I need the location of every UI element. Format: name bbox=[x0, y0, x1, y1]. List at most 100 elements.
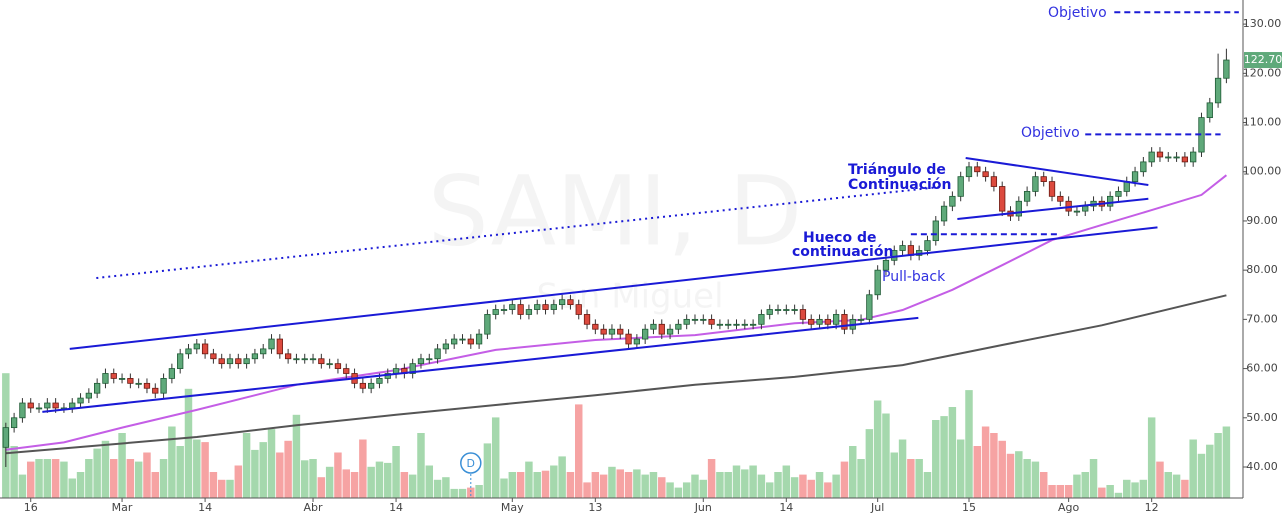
candle-body bbox=[1073, 210, 1081, 213]
volume-bar bbox=[707, 459, 716, 498]
candle-body bbox=[10, 417, 18, 429]
candle-body bbox=[700, 318, 707, 321]
candle-body bbox=[177, 353, 184, 369]
trend-line bbox=[965, 156, 1149, 187]
volume-bar bbox=[832, 474, 840, 498]
volume-bar bbox=[550, 465, 558, 498]
y-tick-label: 120.00 bbox=[1243, 66, 1282, 79]
x-tick-label: 16 bbox=[24, 501, 38, 514]
candle-body bbox=[683, 318, 690, 325]
candle-body bbox=[318, 358, 325, 365]
candle-body bbox=[1015, 200, 1022, 217]
moving-average bbox=[5, 174, 1228, 451]
volume-bar bbox=[915, 459, 923, 498]
volume-bar bbox=[193, 439, 201, 498]
candle-body bbox=[409, 363, 416, 374]
candle-body bbox=[1040, 176, 1047, 182]
volume-bar bbox=[143, 452, 151, 498]
candle-body bbox=[201, 343, 209, 355]
candle-body bbox=[633, 338, 641, 345]
volume-bar bbox=[93, 448, 101, 498]
x-tick-label: 14 bbox=[389, 501, 403, 514]
candle-body bbox=[1223, 59, 1230, 79]
volume-bar bbox=[159, 459, 168, 498]
volume-bar bbox=[300, 460, 309, 498]
volume-bar bbox=[649, 472, 658, 498]
candle-body bbox=[276, 338, 283, 355]
candle-body bbox=[484, 314, 491, 335]
volume-bar bbox=[691, 474, 699, 498]
annotation: Objetivo bbox=[1021, 125, 1080, 141]
candle-body bbox=[691, 318, 699, 321]
volume-bar bbox=[384, 462, 392, 498]
annotation: Hueco de bbox=[803, 230, 877, 246]
volume-bar bbox=[674, 487, 683, 498]
candle-body bbox=[284, 353, 292, 360]
volume-bar bbox=[325, 466, 334, 498]
volume-bar bbox=[799, 474, 807, 498]
candle-body bbox=[251, 353, 259, 360]
candle-body bbox=[218, 358, 225, 365]
candle-body bbox=[882, 259, 890, 271]
candle-body bbox=[226, 358, 234, 365]
trend-line bbox=[69, 226, 1158, 350]
y-tick-label: 130.00 bbox=[1243, 17, 1282, 30]
volume-bar bbox=[267, 429, 276, 498]
candle-body bbox=[260, 348, 267, 355]
volume-bar bbox=[981, 426, 990, 498]
volume-bar bbox=[43, 459, 52, 498]
candle-body bbox=[334, 363, 342, 369]
volume-bar bbox=[765, 482, 774, 498]
candle-body bbox=[957, 176, 964, 197]
candle-body bbox=[376, 378, 383, 384]
candle-body bbox=[791, 309, 798, 311]
volume-bar bbox=[1039, 472, 1048, 498]
volume-bar bbox=[1048, 485, 1056, 498]
volume-bar bbox=[1106, 485, 1114, 498]
volume-bar bbox=[824, 482, 832, 498]
volume-bar bbox=[1197, 453, 1206, 498]
volume-bar bbox=[76, 472, 85, 498]
volume-bar bbox=[807, 479, 815, 498]
candle-body bbox=[1206, 102, 1213, 119]
volume-bar bbox=[782, 465, 791, 498]
volume-bar bbox=[359, 439, 367, 498]
candle-body bbox=[949, 195, 956, 207]
volume-bar bbox=[658, 477, 666, 498]
volume-bar bbox=[732, 465, 741, 498]
candle-body bbox=[210, 353, 217, 360]
candle-body bbox=[600, 328, 607, 335]
candle-body bbox=[509, 304, 516, 310]
price-label-bg bbox=[1244, 52, 1282, 69]
candle-body bbox=[808, 318, 815, 325]
candle-body bbox=[940, 205, 948, 222]
y-tick-label: 50.00 bbox=[1246, 411, 1278, 424]
candle-body bbox=[243, 358, 250, 365]
candle-body bbox=[534, 304, 541, 310]
candle-body bbox=[891, 250, 898, 261]
candle-body bbox=[1115, 191, 1122, 197]
dividend-marker bbox=[460, 452, 482, 474]
volume-bar bbox=[276, 452, 284, 498]
volume-bar bbox=[741, 469, 749, 498]
candle-body bbox=[1107, 195, 1114, 207]
x-tick-label: 12 bbox=[1145, 501, 1159, 514]
volume-bar bbox=[608, 466, 616, 498]
volume-bar bbox=[533, 472, 541, 498]
candle-body bbox=[932, 220, 939, 242]
y-tick-label: 100.00 bbox=[1243, 165, 1282, 178]
volume-bar bbox=[1206, 444, 1214, 498]
candle-body bbox=[1190, 151, 1197, 163]
volume-bar bbox=[815, 472, 824, 498]
candle-body bbox=[1023, 191, 1031, 202]
x-tick-label: 13 bbox=[588, 501, 602, 514]
candle-body bbox=[475, 333, 483, 345]
candle-body bbox=[94, 382, 101, 394]
candle-body bbox=[326, 363, 333, 366]
candle-body bbox=[52, 402, 59, 409]
volume-bar bbox=[234, 465, 243, 498]
volume-bar bbox=[209, 472, 218, 498]
x-tick-label: Abr bbox=[304, 501, 324, 514]
